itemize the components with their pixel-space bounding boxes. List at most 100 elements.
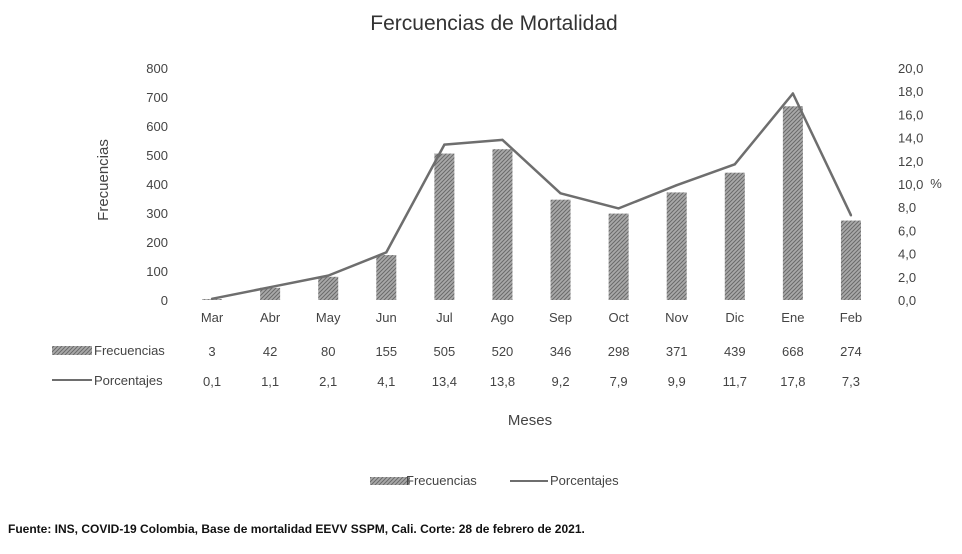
- line-point: [268, 286, 272, 289]
- line-point: [791, 92, 795, 95]
- y2-tick-label: 0,0: [898, 293, 916, 308]
- table-cell-value: 9,9: [668, 374, 686, 389]
- y2-tick-label: 20,0: [898, 61, 923, 76]
- y-tick-label: 300: [146, 206, 168, 221]
- y-tick-label: 200: [146, 235, 168, 250]
- legend: Frecuencias Porcentajes: [370, 473, 619, 488]
- table-cell-value: 11,7: [723, 374, 747, 389]
- y-tick-label: 500: [146, 148, 168, 163]
- y-tick-label: 100: [146, 264, 168, 279]
- data-table: Frecuencias 3 42 80 155 505 520 346 298 371 439 66…: [52, 343, 862, 389]
- y2-tick-label: 18,0: [898, 84, 923, 99]
- bar: [434, 153, 455, 300]
- table-row-label: Frecuencias: [94, 343, 165, 358]
- bar: [492, 149, 513, 300]
- table-cell-value: 3: [208, 344, 215, 359]
- line-point: [733, 163, 736, 166]
- table-row-values: 3 42 80 155 505 520 346 298 371 439 668 274: [208, 344, 861, 359]
- table-cell-value: 4,1: [377, 374, 395, 389]
- x-tick-label: Mar: [201, 310, 224, 325]
- line-point: [849, 214, 853, 217]
- bar-series: [202, 106, 861, 300]
- table-cell-value: 298: [608, 344, 630, 359]
- x-tick-label: Abr: [260, 310, 281, 325]
- bar: [724, 172, 745, 300]
- bar: [376, 255, 397, 300]
- table-cell-value: 2,1: [319, 374, 337, 389]
- y2-tick-label: 16,0: [898, 107, 923, 122]
- x-tick-label: Jun: [376, 310, 397, 325]
- table-row-frecuencias: Frecuencias 3 42 80 155 505 520 346 298 371 439 66…: [52, 343, 862, 359]
- y-axis-label: Frecuencias: [95, 139, 112, 221]
- y2-tick-label: 14,0: [898, 131, 923, 146]
- legend-label-frecuencias: Frecuencias: [406, 473, 477, 488]
- y-tick-label: 800: [146, 61, 168, 76]
- table-cell-value: 80: [321, 344, 335, 359]
- y2-axis-ticks: 0,0 2,0 4,0 6,0 8,0 10,0 12,0 14,0 16,0 18,0 20,0: [898, 61, 923, 308]
- bar: [260, 287, 281, 300]
- y-tick-label: 0: [161, 293, 168, 308]
- line-point: [559, 192, 562, 195]
- table-row-porcentajes: Porcentajes 0,1 1,1 2,1 4,1 13,4 13,8 9,2 7,9 9,…: [52, 373, 860, 389]
- x-tick-label: Sep: [549, 310, 572, 325]
- table-cell-value: 505: [434, 344, 456, 359]
- bar: [840, 220, 861, 300]
- x-tick-label: Feb: [840, 310, 862, 325]
- table-cell-value: 13,8: [490, 374, 515, 389]
- line-point: [443, 143, 446, 146]
- table-cell-value: 7,9: [610, 374, 628, 389]
- y-tick-label: 700: [146, 90, 168, 105]
- line-point: [327, 274, 330, 277]
- bar: [550, 199, 571, 300]
- x-tick-label: May: [316, 310, 341, 325]
- table-cell-value: 346: [550, 344, 572, 359]
- bar: [666, 192, 687, 300]
- table-row-values: 0,1 1,1 2,1 4,1 13,4 13,8 9,2 7,9 9,9 11,7 17,8 7,3: [203, 374, 860, 389]
- line-point: [675, 183, 678, 187]
- line-point: [617, 207, 620, 210]
- table-cell-value: 274: [840, 344, 862, 359]
- source-note: Fuente: INS, COVID-19 Colombia, Base de …: [8, 522, 585, 536]
- table-cell-value: 668: [782, 344, 804, 359]
- y2-tick-label: 6,0: [898, 223, 916, 238]
- chart-title: Fercuencias de Mortalidad: [370, 12, 617, 35]
- table-cell-value: 520: [492, 344, 514, 359]
- table-cell-value: 371: [666, 344, 688, 359]
- table-cell-value: 7,3: [842, 374, 860, 389]
- y-axis-ticks: 0 100 200 300 400 500 600 700 800: [146, 61, 168, 308]
- x-tick-label: Jul: [436, 310, 453, 325]
- y2-tick-label: 2,0: [898, 270, 916, 285]
- series-line-porcentajes: [211, 92, 853, 301]
- x-tick-label: Nov: [665, 310, 689, 325]
- x-tick-label: Oct: [609, 310, 630, 325]
- y2-tick-label: 4,0: [898, 247, 916, 262]
- y-tick-label: 400: [146, 177, 168, 192]
- x-tick-label: Ago: [491, 310, 514, 325]
- line-series: [210, 92, 853, 301]
- line-point: [210, 297, 214, 301]
- legend-bar-swatch: [370, 477, 410, 485]
- bar: [782, 106, 803, 300]
- bar: [318, 276, 339, 300]
- y2-axis-label: %: [930, 176, 942, 191]
- table-cell-value: 0,1: [203, 374, 221, 389]
- table-cell-value: 17,8: [780, 374, 805, 389]
- table-cell-value: 155: [375, 344, 397, 359]
- y-tick-label: 600: [146, 119, 168, 134]
- table-cell-value: 42: [263, 344, 277, 359]
- bar: [608, 213, 629, 300]
- table-row-label: Porcentajes: [94, 373, 163, 388]
- x-axis-ticks: Mar Abr May Jun Jul Ago Sep Oct Nov Dic Ene Feb: [201, 310, 862, 325]
- legend-label-porcentajes: Porcentajes: [550, 473, 619, 488]
- x-axis-label: Meses: [508, 412, 552, 429]
- y2-tick-label: 10,0: [898, 177, 923, 192]
- y2-tick-label: 8,0: [898, 200, 916, 215]
- table-bar-swatch: [52, 346, 92, 355]
- y2-tick-label: 12,0: [898, 154, 923, 169]
- line-point: [501, 138, 504, 142]
- x-tick-label: Dic: [725, 310, 744, 325]
- table-cell-value: 1,1: [261, 374, 279, 389]
- table-cell-value: 13,4: [432, 374, 457, 389]
- x-tick-label: Ene: [781, 310, 804, 325]
